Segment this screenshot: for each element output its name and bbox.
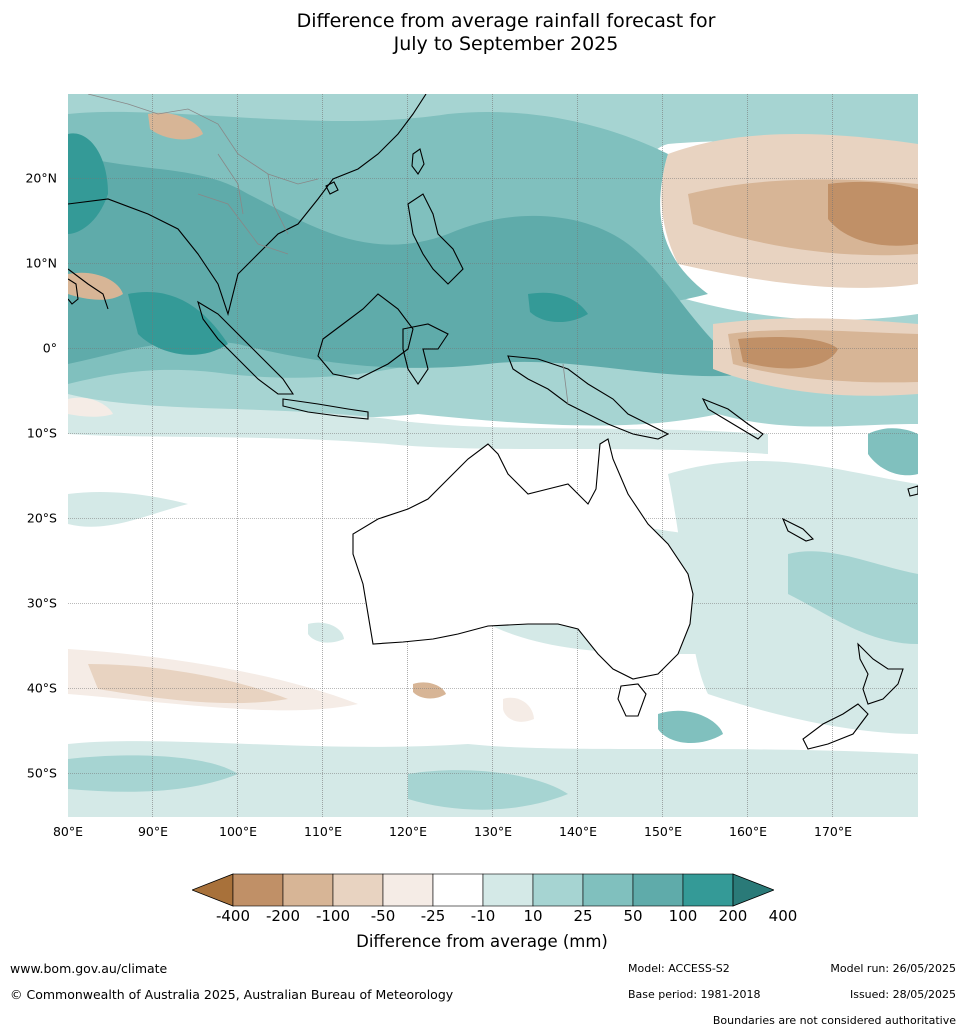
lon-label-130e: 130°E [473,824,513,839]
lon-label-120e: 120°E [388,824,428,839]
lat-label-40s: 40°S [26,680,57,696]
graticule [68,94,918,817]
australia-coastline [352,438,694,680]
solomon-islands-coastline [701,397,764,440]
new-zealand-south-coastline [802,703,869,750]
lon-label-110e: 110°E [303,824,343,839]
tasmania-coastline [617,683,647,717]
lat-label-0: 0° [42,340,57,356]
lon-label-140e: 140°E [558,824,598,839]
colorbar-tick-label: -10 [470,907,496,925]
lon-label-160e: 160°E [728,824,768,839]
colorbar-swatch [432,873,484,907]
colorbar-tick-label: 100 [668,907,698,925]
colorbar-tick-label: -400 [215,907,251,925]
lon-label-150e: 150°E [643,824,683,839]
lon-label-170e: 170°E [813,824,853,839]
colorbar-tick-label: 25 [573,907,593,925]
philippines-coastline [407,193,464,285]
lat-label-50s: 50°S [26,765,57,781]
colorbar-tick-label: 50 [623,907,643,925]
country-boundaries [87,94,569,405]
colorbar-tick-label: -200 [265,907,301,925]
colorbar-swatch [482,873,534,907]
southern-wet-patches [68,428,918,817]
colorbar-swatch [282,873,334,907]
colorbar-tick-label: -100 [315,907,351,925]
new-guinea-coastline [507,355,670,440]
footer-model-run: Model run: 26/05/2025 [830,962,956,975]
map-title: Difference from average rainfall forecas… [0,10,965,56]
colorbar-swatch [332,873,384,907]
coastlines [68,94,918,750]
sri-lanka-coastline [68,278,79,305]
colorbar-extend-high [732,873,776,907]
vanuatu-fiji-coastline [907,485,918,497]
colorbar-swatch [232,873,284,907]
lon-label-80e: 80°E [52,824,84,839]
sulawesi-coastline [402,323,449,385]
lat-label-30s: 30°S [26,595,57,611]
lat-label-10s: 10°S [26,425,57,441]
colorbar-tick-label: 400 [768,907,798,925]
colorbar-swatch [532,873,584,907]
colorbar-tick-label: -50 [370,907,396,925]
colorbar-tick-label: 10 [523,907,543,925]
colorbar-title: Difference from average (mm) [356,932,608,951]
lat-label-20n: 20°N [25,170,57,186]
lat-label-20s: 20°S [26,510,57,526]
title-line-1: Difference from average rainfall forecas… [296,10,716,32]
new-caledonia-coastline [781,517,815,542]
colorbar-swatch [382,873,434,907]
dry-regions [68,112,918,722]
footer-copyright: © Commonwealth of Australia 2025, Austra… [10,987,454,1002]
rainfall-map [68,94,918,817]
colorbar-swatch [582,873,634,907]
footer-issued: Issued: 28/05/2025 [849,988,956,1001]
footer-base-period: Base period: 1981-2018 [628,988,761,1001]
colorbar-extend-low [190,873,234,907]
sumatra-coastline [197,300,295,395]
mainland-asia-coastline [68,94,427,316]
taiwan-coastline [411,148,425,175]
footer-disclaimer: Boundaries are not considered authoritat… [712,1014,956,1027]
new-zealand-north-coastline [857,642,904,705]
lat-label-10n: 10°N [25,255,57,271]
footer-url: www.bom.gov.au/climate [10,961,168,976]
colorbar-swatches [190,873,776,907]
colorbar-tick-label: -25 [420,907,446,925]
title-line-2: July to September 2025 [393,33,619,55]
borneo-coastline [317,293,414,380]
wet-band-layers [68,94,918,454]
colorbar [190,873,776,907]
india-coastline [68,268,109,310]
colorbar-swatch [632,873,684,907]
colorbar-swatch [682,873,734,907]
map-canvas [68,94,918,817]
colorbar-tick-label: 200 [718,907,748,925]
hainan-coastline [325,181,339,195]
java-coastline [282,398,369,420]
lon-label-90e: 90°E [137,824,169,839]
lon-label-100e: 100°E [218,824,258,839]
footer-model: Model: ACCESS-S2 [628,962,730,975]
